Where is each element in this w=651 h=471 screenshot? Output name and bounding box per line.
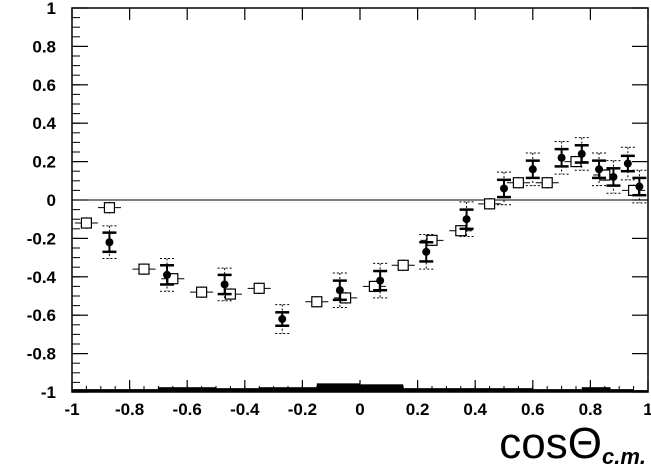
y-tick-label: 0 (47, 191, 56, 210)
open-square-marker (484, 198, 496, 210)
filled-circle-marker (278, 315, 287, 324)
open-square-marker (426, 234, 438, 246)
open-square-point (74, 217, 98, 229)
band-bin-9 (581, 387, 611, 392)
x-tick-label: -0.6 (173, 400, 202, 419)
open-square-marker (138, 263, 150, 275)
filled-circle-point (632, 169, 647, 204)
filled-circle-point (275, 304, 290, 334)
open-square-point (535, 176, 559, 189)
open-square-point (420, 234, 444, 247)
open-square-marker (541, 177, 553, 189)
filled-circle-marker (163, 270, 172, 279)
x-tick-label: 0.8 (579, 400, 603, 419)
filled-circle-point (525, 152, 540, 187)
filled-circle-marker (528, 165, 537, 174)
y-tick-label: 0.4 (32, 114, 56, 133)
filled-circle-marker (595, 165, 604, 174)
open-square-marker (103, 202, 116, 214)
filled-circle-marker (462, 215, 471, 224)
open-square-point (449, 224, 473, 237)
open-square-point (305, 296, 329, 308)
filled-circle-point (419, 234, 434, 270)
filled-circle-marker (422, 247, 431, 256)
filled-circle-marker (557, 153, 566, 162)
filled-circle-point (574, 137, 589, 171)
band-bin-4 (316, 383, 360, 392)
filled-circle-point (160, 258, 175, 292)
y-tick-label: -0.2 (27, 229, 56, 248)
filled-circle-point (554, 140, 569, 175)
x-tick-label: 0 (355, 400, 364, 419)
filled-circle-point (497, 171, 511, 206)
open-square-marker (253, 282, 265, 294)
filled-circle-point (592, 152, 607, 187)
x-tick-label: -0.8 (115, 400, 144, 419)
y-tick-label: -0.4 (27, 268, 57, 287)
y-tick-label: 0.6 (32, 76, 56, 95)
open-square-point (247, 282, 271, 295)
filled-circle-point (102, 225, 117, 260)
x-tick-label: 1 (643, 400, 651, 419)
band-bin-8 (561, 389, 582, 392)
filled-circle-marker (220, 280, 229, 289)
x-tick-label: -1 (64, 400, 79, 419)
x-axis-title: cosΘc.m. (499, 419, 646, 469)
filled-circle-point (606, 160, 621, 194)
open-square-marker (340, 292, 352, 304)
filled-circle-marker (635, 182, 644, 191)
open-square-point (391, 259, 415, 272)
filled-circle-point (332, 272, 347, 309)
open-square-marker (455, 225, 467, 237)
filled-circle-point (373, 262, 388, 299)
x-tick-label: 0.2 (406, 400, 430, 419)
filled-circle-marker (376, 276, 385, 285)
x-tick-label: 0.4 (463, 400, 487, 419)
filled-circle-marker (335, 286, 344, 295)
tick-layer: -1 -0.8 -0.6 -0.4 -0.2 0 0.2 0.4 0.6 0.8 1 1 0.8 0.6 0… (27, 0, 651, 419)
filled-circle-point (620, 146, 635, 181)
open-square-marker (80, 217, 93, 229)
x-tick-label: -0.4 (230, 400, 260, 419)
open-square-marker (397, 259, 409, 271)
y-tick-label: -1 (41, 383, 56, 402)
open-square-point (506, 176, 530, 189)
x-tick-label: 0.6 (521, 400, 545, 419)
open-square-point (132, 263, 156, 275)
open-square-point (97, 201, 121, 214)
band-bin-10 (610, 389, 634, 392)
filled-circle-marker (105, 238, 114, 247)
filled-circle-marker (577, 149, 586, 158)
y-tick-label: -0.8 (27, 345, 56, 364)
marker-layer (74, 137, 647, 334)
filled-circle-marker (500, 184, 508, 193)
filled-circle-marker (623, 159, 632, 168)
band-bin-5 (360, 384, 404, 392)
band-bin-2 (216, 388, 260, 392)
open-square-marker (512, 177, 525, 189)
open-square-point (478, 198, 502, 210)
x-tick-label: -0.2 (288, 400, 317, 419)
filled-circle-point (459, 201, 474, 237)
filled-circle-marker (609, 172, 618, 181)
band-bin-6 (403, 388, 533, 392)
open-square-marker (311, 296, 323, 308)
filled-circle-point (217, 267, 232, 302)
y-tick-label: 0.2 (32, 153, 56, 172)
plot-frame (71, 7, 649, 393)
open-square-point (190, 286, 214, 298)
band-bin-11 (633, 390, 648, 392)
open-square-marker (196, 286, 208, 298)
y-tick-label: 1 (47, 0, 56, 18)
y-tick-label: -0.6 (27, 306, 56, 325)
y-tick-label: 0.8 (32, 37, 56, 56)
